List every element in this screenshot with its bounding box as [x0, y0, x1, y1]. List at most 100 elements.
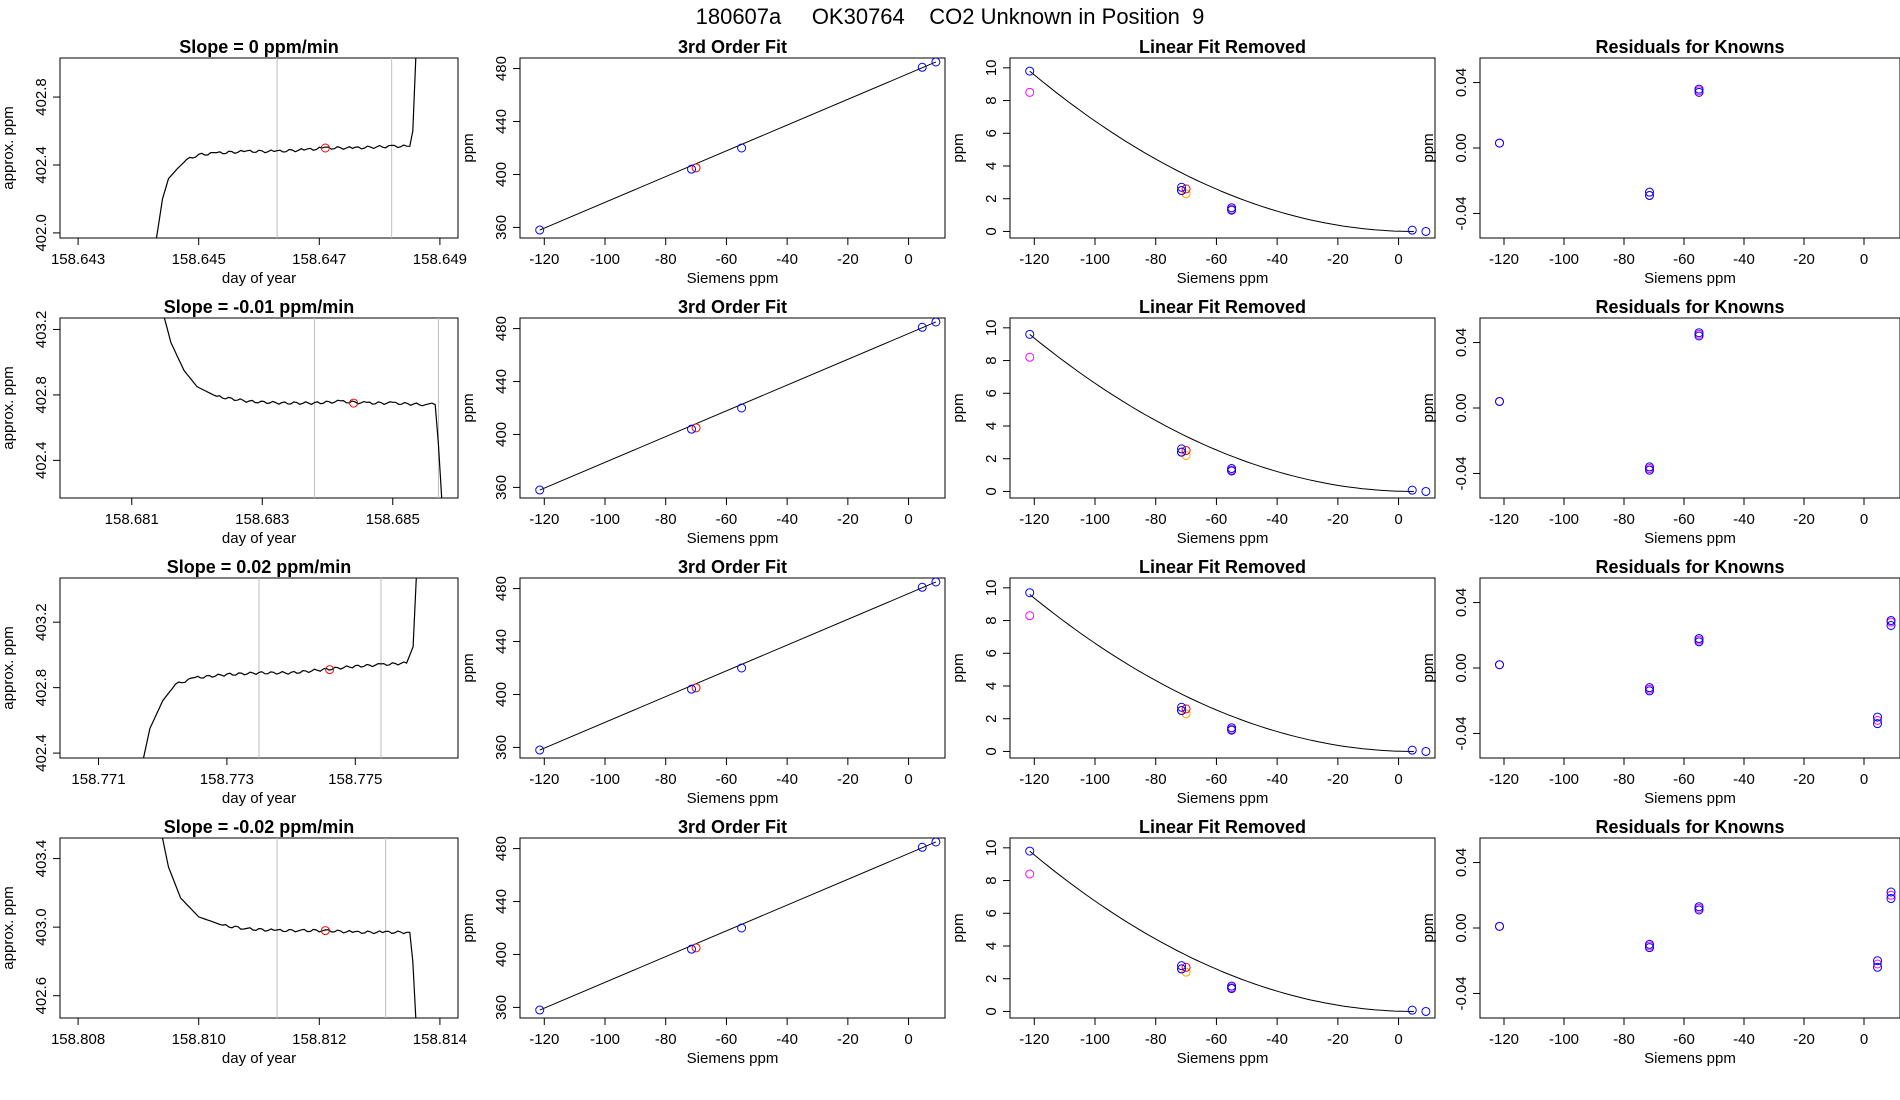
plot-frame	[1479, 577, 1900, 759]
known-point	[1025, 846, 1035, 856]
panel-0-1: 3rd Order Fit Siemens ppm ppm -120 -100 -80 -6…	[460, 37, 946, 287]
y-axis-label: approx. ppm	[0, 366, 17, 449]
known-point	[917, 582, 927, 592]
x-axis-label: day of year	[222, 530, 296, 547]
x-tick-label: -120	[529, 511, 559, 528]
x-axis-label: day of year	[222, 270, 296, 287]
y-tick-label: 0.04	[1453, 68, 1470, 97]
y-axis-label: ppm	[1420, 653, 1437, 682]
y-tick-label: 2	[983, 455, 1000, 463]
panel-title: Slope = 0.02 ppm/min	[167, 557, 352, 577]
y-tick-label: 2	[983, 195, 1000, 203]
x-tick-label: 158.681	[105, 511, 159, 528]
known-point	[1227, 466, 1237, 476]
known-point	[1227, 725, 1237, 735]
y-tick-label: 0	[983, 747, 1000, 755]
y-tick-label: 0.00	[1453, 393, 1470, 422]
x-axis-label: Siemens ppm	[1177, 270, 1269, 287]
alt-point	[1025, 611, 1035, 621]
y-tick-label: -0.04	[1453, 456, 1470, 490]
known-point	[1177, 444, 1187, 454]
plot-frame	[519, 317, 946, 499]
known-point	[1177, 702, 1187, 712]
x-tick-label: -60	[716, 511, 738, 528]
known-point	[1495, 396, 1504, 406]
x-tick-label: -120	[1489, 1031, 1519, 1048]
x-tick-label: -120	[529, 251, 559, 268]
plot-frame	[519, 577, 946, 759]
known-point	[1421, 1006, 1431, 1016]
known-point	[1025, 66, 1035, 76]
known-point	[1694, 634, 1704, 644]
x-tick-label: -100	[1549, 771, 1579, 788]
x-axis-label: Siemens ppm	[687, 790, 779, 807]
known-point	[1421, 226, 1431, 236]
x-tick-label: 158.647	[292, 251, 346, 268]
plot-area	[1495, 616, 1896, 729]
known-point	[1227, 464, 1237, 474]
y-axis-label: approx. ppm	[0, 626, 17, 709]
fit-curve	[1029, 334, 1414, 492]
panel-title: 3rd Order Fit	[678, 37, 787, 57]
y-tick-label: 480	[493, 576, 510, 601]
y-tick-label: -0.04	[1453, 196, 1470, 230]
x-tick-label: 158.814	[413, 1031, 467, 1048]
y-tick-label: 4	[983, 422, 1000, 430]
plot-frame	[1009, 317, 1436, 499]
y-axis-label: ppm	[460, 133, 477, 162]
y-axis-label: ppm	[950, 913, 967, 942]
alt-point	[1025, 87, 1035, 97]
y-tick-label: 400	[493, 162, 510, 187]
x-tick-label: -20	[1793, 771, 1815, 788]
x-tick-label: -40	[776, 251, 798, 268]
y-tick-label: 6	[983, 649, 1000, 657]
x-tick-label: -60	[716, 1031, 738, 1048]
x-tick-label: -80	[1145, 251, 1167, 268]
known-point	[1645, 683, 1654, 693]
known-point	[1407, 225, 1417, 235]
x-tick-label: -100	[1080, 251, 1110, 268]
plot-frame	[1479, 317, 1900, 499]
plot-area	[1495, 887, 1896, 972]
panel-title: Linear Fit Removed	[1139, 557, 1306, 577]
x-tick-label: -100	[590, 771, 620, 788]
x-axis-label: Siemens ppm	[1177, 790, 1269, 807]
y-tick-label: 8	[983, 356, 1000, 364]
known-point	[1495, 660, 1504, 670]
y-tick-label: 402.8	[33, 78, 50, 116]
y-tick-label: 10	[983, 59, 1000, 76]
plot-frame	[1009, 837, 1436, 1019]
x-tick-label: 0	[904, 511, 912, 528]
y-axis-label: ppm	[950, 653, 967, 682]
panel-title: 3rd Order Fit	[678, 817, 787, 837]
plot-frame	[1009, 577, 1436, 759]
x-tick-label: -60	[716, 771, 738, 788]
x-tick-label: 158.773	[200, 771, 254, 788]
x-tick-label: 0	[904, 1031, 912, 1048]
y-tick-label: 0.04	[1453, 848, 1470, 877]
x-tick-label: -80	[1613, 771, 1635, 788]
x-tick-label: -40	[1266, 771, 1288, 788]
plot-area	[1495, 84, 1704, 200]
known-point	[1886, 620, 1896, 630]
plot-frame	[1479, 57, 1900, 239]
x-tick-label: -40	[1266, 1031, 1288, 1048]
panel-2-2: Linear Fit Removed Siemens ppm ppm -120 -100…	[950, 557, 1436, 807]
plot-area	[1025, 66, 1431, 236]
x-tick-label: -20	[837, 251, 859, 268]
y-tick-label: 402.8	[33, 669, 50, 707]
x-tick-label: -120	[529, 771, 559, 788]
known-point	[1177, 961, 1187, 971]
known-point	[1025, 329, 1035, 339]
x-tick-label: -40	[1733, 1031, 1755, 1048]
known-point	[1177, 182, 1187, 192]
known-point	[1694, 902, 1704, 912]
known-point	[1645, 462, 1654, 472]
known-point	[1886, 887, 1896, 897]
plot-area	[155, 58, 417, 238]
orange-point	[1181, 967, 1191, 977]
y-tick-label: 403.0	[33, 908, 50, 946]
panel-1-3: Residuals for Knowns Siemens ppm ppm -120 -1…	[1420, 297, 1900, 547]
unknown-marker	[325, 665, 335, 675]
